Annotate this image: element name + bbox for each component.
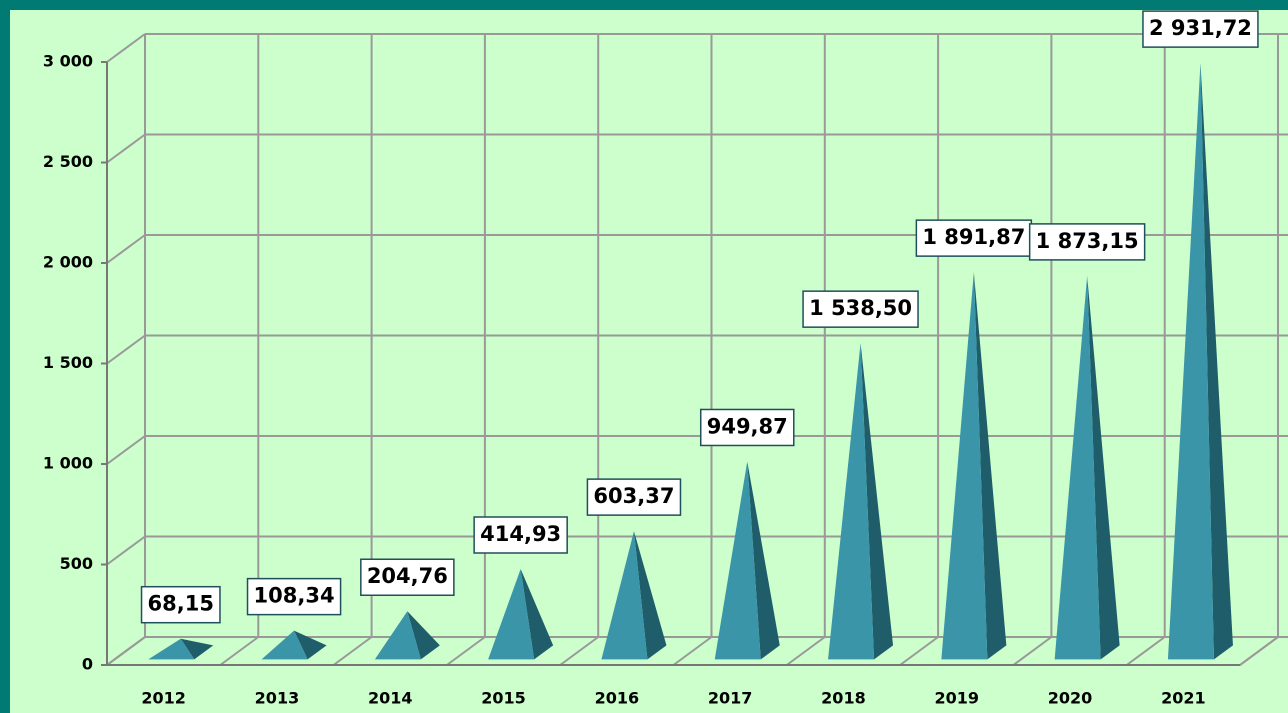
data-label-text: 603,37 xyxy=(593,484,674,508)
pyramid xyxy=(148,638,214,660)
pyramid-side xyxy=(747,461,780,660)
side-grid-line xyxy=(106,234,146,264)
data-label: 949,87 xyxy=(699,408,795,447)
pyramid xyxy=(601,531,667,660)
pyramid-front xyxy=(828,343,875,660)
floor-divider xyxy=(1239,636,1279,666)
floor-divider xyxy=(446,636,486,666)
data-label-box xyxy=(1142,10,1259,48)
data-label: 204,76 xyxy=(360,558,455,596)
y-tick-label: 2 500 xyxy=(43,152,93,171)
pyramid-side xyxy=(860,343,894,660)
data-label-text: 204,76 xyxy=(367,564,448,588)
data-label: 108,34 xyxy=(246,577,342,616)
data-label: 1 873,15 xyxy=(1028,223,1146,261)
pyramid-front xyxy=(261,630,308,660)
x-tick-label: 2015 xyxy=(481,689,526,708)
x-tick-label: 2021 xyxy=(1161,689,1206,708)
pyramid-side xyxy=(294,630,327,660)
x-tick-label: 2020 xyxy=(1048,689,1093,708)
data-label-box xyxy=(586,478,682,516)
data-label: 68,15 xyxy=(140,585,221,624)
pyramid xyxy=(374,611,440,660)
data-label-box xyxy=(915,219,1033,257)
data-label: 1 538,50 xyxy=(802,290,919,328)
pyramid-side xyxy=(1200,63,1233,660)
pyramid xyxy=(1054,275,1120,660)
data-label-text: 414,93 xyxy=(480,522,561,546)
data-label-text: 1 538,50 xyxy=(809,296,912,320)
pyramid-side xyxy=(520,568,554,660)
data-label: 2 931,72 xyxy=(1142,10,1259,48)
data-label-box xyxy=(1028,223,1146,261)
pyramid-side xyxy=(633,531,667,660)
data-label-box xyxy=(473,516,568,554)
floor-divider xyxy=(559,636,599,666)
pyramid-side xyxy=(407,611,440,660)
data-label-text: 68,15 xyxy=(148,592,214,616)
pyramid-front xyxy=(148,638,195,660)
data-label-box xyxy=(802,290,919,328)
data-label-text: 1 891,87 xyxy=(922,225,1025,249)
floor-divider xyxy=(786,636,826,666)
floor-divider xyxy=(899,636,939,666)
y-tick-label: 0 xyxy=(82,655,93,674)
x-tick-label: 2016 xyxy=(595,689,640,708)
y-tick-label: 2 000 xyxy=(43,253,93,272)
y-tick-label: 1 500 xyxy=(43,353,93,372)
pyramid xyxy=(488,568,554,660)
floor-divider xyxy=(672,636,713,666)
pyramid-side xyxy=(1087,275,1120,660)
floor-divider xyxy=(219,636,259,666)
pyramid-front xyxy=(601,531,648,660)
data-label-text: 1 873,15 xyxy=(1036,229,1139,253)
y-tick-label: 3 000 xyxy=(43,52,93,71)
side-grid-line xyxy=(106,636,146,666)
data-label: 1 891,87 xyxy=(915,219,1033,257)
x-tick-label: 2017 xyxy=(708,689,753,708)
y-tick-label: 1 000 xyxy=(43,454,93,473)
data-label-text: 108,34 xyxy=(254,584,335,608)
pyramid-front xyxy=(374,611,421,660)
data-label-text: 949,87 xyxy=(707,414,788,438)
pyramid-side xyxy=(180,638,214,660)
data-label-box xyxy=(246,577,342,616)
data-label-text: 2 931,72 xyxy=(1149,16,1252,40)
pyramid xyxy=(261,630,327,660)
pyramid-side xyxy=(973,272,1007,660)
y-tick-label: 500 xyxy=(60,554,93,573)
floor-divider xyxy=(333,636,373,666)
x-tick-label: 2014 xyxy=(368,689,413,708)
pyramid-front xyxy=(941,272,988,660)
data-label-box xyxy=(360,558,455,596)
pyramid xyxy=(828,343,894,660)
x-tick-label: 2019 xyxy=(934,689,979,708)
pyramid xyxy=(714,461,780,660)
side-grid-line xyxy=(106,133,146,164)
side-grid-line xyxy=(106,33,146,63)
floor-divider xyxy=(1126,636,1166,666)
side-grid-line xyxy=(106,334,146,365)
data-label: 603,37 xyxy=(586,478,682,516)
side-grid-line xyxy=(106,535,146,566)
data-label: 414,93 xyxy=(473,516,568,554)
side-grid-line xyxy=(106,435,146,465)
pyramid-front xyxy=(714,461,761,660)
pyramid-front xyxy=(1054,275,1101,660)
pyramid xyxy=(1167,63,1233,660)
x-tick-label: 2013 xyxy=(255,689,300,708)
pyramid xyxy=(941,272,1007,660)
x-tick-label: 2012 xyxy=(141,689,186,708)
x-tick-label: 2018 xyxy=(821,689,866,708)
data-label-box xyxy=(699,408,795,447)
floor-divider xyxy=(1012,636,1052,666)
data-label-box xyxy=(140,585,221,624)
pyramid-front xyxy=(1167,63,1214,660)
pyramid-front xyxy=(488,568,535,660)
